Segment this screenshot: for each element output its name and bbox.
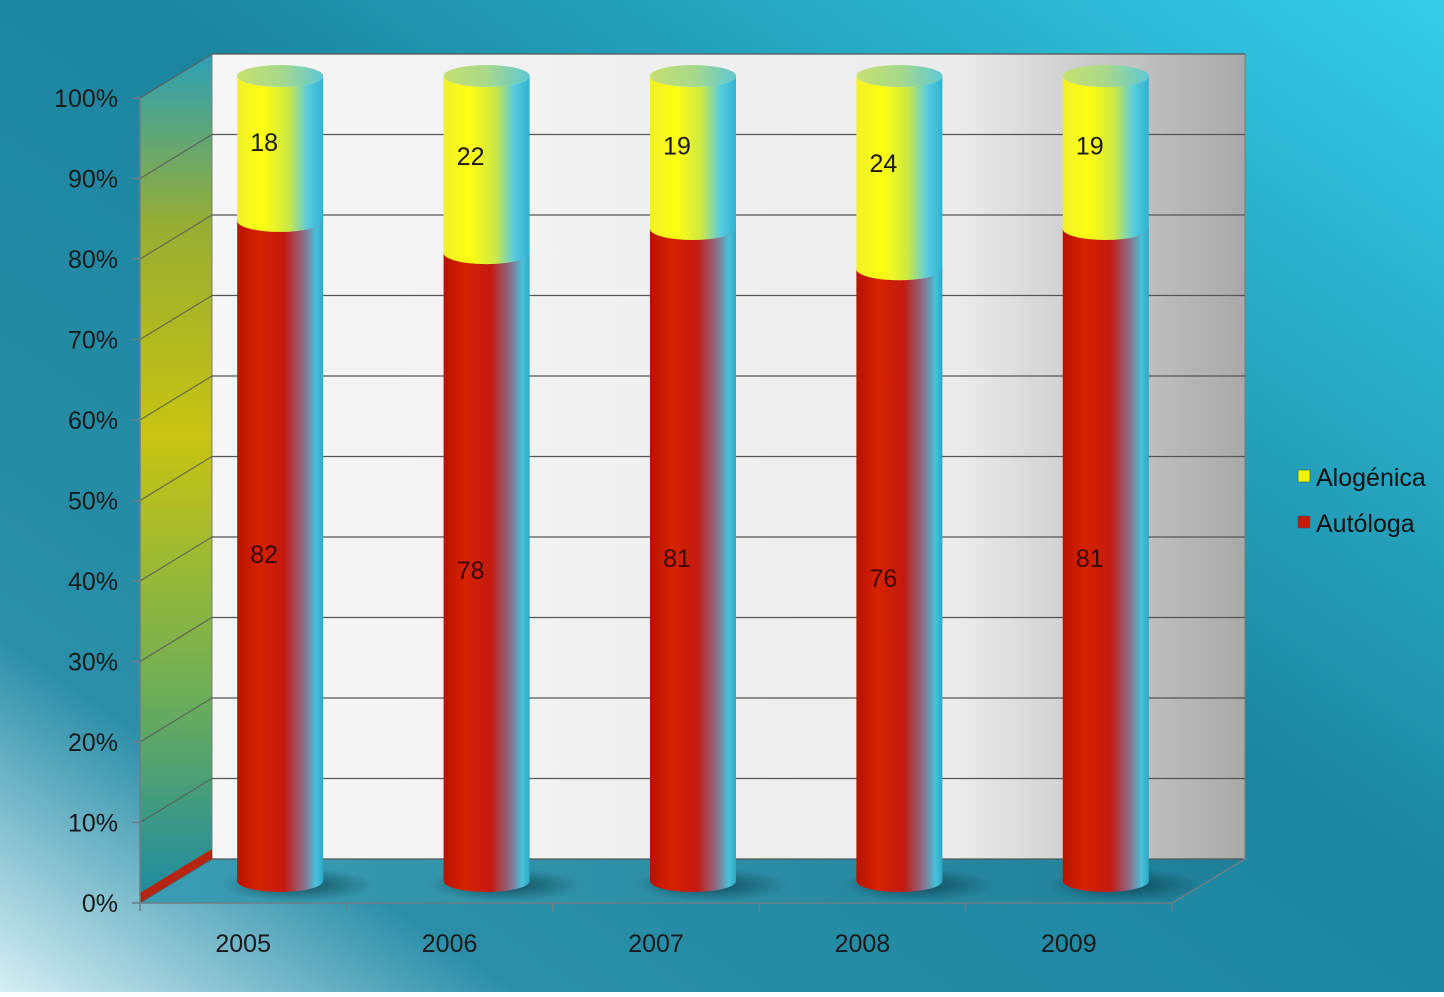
bars: 82 18 78 22 81 19 76 24 81 19: [221, 65, 1201, 902]
bar-top-cap: [856, 65, 943, 87]
y-tick-label: 90%: [68, 166, 118, 194]
bar-autologa-2005: [237, 220, 324, 892]
data-label-autologa-2009: 81: [1076, 545, 1104, 573]
bar-alogenica-2009: [1062, 76, 1149, 240]
y-tick-label: 80%: [68, 246, 118, 274]
bar-group-2008: 76 24: [840, 65, 995, 902]
bar-top-cap: [237, 65, 324, 87]
data-label-autologa-2008: 76: [869, 565, 897, 593]
x-tick-label: 2006: [422, 930, 478, 958]
bar-group-2009: 81 19: [1046, 65, 1201, 902]
legend-swatch-autologa: [1297, 515, 1311, 529]
data-label-alogenica-2007: 19: [663, 133, 691, 161]
bar-top-cap: [1062, 65, 1149, 87]
y-tick-label: 100%: [54, 85, 118, 113]
data-label-alogenica-2008: 24: [869, 150, 897, 178]
x-tick-label: 2007: [628, 930, 684, 958]
y-tick-label: 30%: [68, 649, 118, 677]
data-label-autologa-2006: 78: [457, 557, 485, 585]
x-tick-label: 2008: [835, 930, 891, 958]
bar-alogenica-2005: [237, 76, 324, 232]
data-label-autologa-2005: 82: [250, 541, 278, 569]
legend: Alogénica Autóloga: [1297, 464, 1426, 538]
y-tick-label: 70%: [68, 327, 118, 355]
data-label-alogenica-2005: 18: [250, 129, 278, 157]
gridline-side: [139, 53, 213, 99]
legend-label-autologa: Autóloga: [1316, 510, 1415, 538]
bar-autologa-2006: [443, 253, 530, 892]
bar-group-2007: 81 19: [634, 65, 788, 902]
y-tick-label: 50%: [68, 488, 118, 516]
bar-autologa-2009: [1062, 228, 1149, 892]
gridline-side: [139, 133, 213, 180]
y-tick-label: 40%: [68, 568, 118, 596]
y-tick-label: 10%: [68, 810, 118, 838]
x-axis-depth-line: [1171, 858, 1246, 904]
side-wall-base-strip: [140, 849, 212, 903]
data-label-alogenica-2006: 22: [457, 143, 485, 171]
gridline-side: [139, 697, 213, 743]
gridline-side: [139, 455, 213, 502]
bar-alogenica-2006: [443, 76, 530, 265]
bar-top-cap: [443, 65, 530, 87]
data-label-alogenica-2009: 19: [1076, 133, 1104, 161]
gridline-side: [139, 214, 213, 260]
bar-autologa-2007: [650, 228, 736, 892]
y-tick-label: 20%: [68, 729, 118, 757]
data-label-autologa-2007: 81: [663, 545, 691, 573]
y-tick-label: 0%: [82, 890, 118, 918]
bar-group-2006: 78 22: [427, 65, 582, 902]
x-axis: 2005 2006 2007 2008 2009: [139, 858, 1246, 958]
legend-swatch-alogenica: [1297, 469, 1311, 483]
legend-label-alogenica: Alogénica: [1316, 464, 1426, 492]
x-tick-label: 2005: [215, 930, 271, 958]
gridline-side: [139, 777, 213, 824]
bar-top-cap: [650, 65, 736, 87]
bar-alogenica-2008: [856, 76, 943, 281]
x-tick-label: 2009: [1041, 930, 1097, 958]
gridline-side: [139, 616, 213, 663]
bar-alogenica-2007: [650, 76, 736, 240]
gridline-side: [139, 858, 213, 904]
y-axis: 0% 10% 20% 30% 40% 50% 60% 70% 80% 90% 100%: [54, 85, 141, 918]
bar-group-2005: 82 18: [221, 65, 376, 902]
gridline-side: [139, 375, 213, 421]
gridline-side: [139, 294, 213, 341]
y-tick-label: 60%: [68, 407, 118, 435]
gridline-side: [139, 536, 213, 582]
bar-autologa-2008: [856, 269, 943, 892]
